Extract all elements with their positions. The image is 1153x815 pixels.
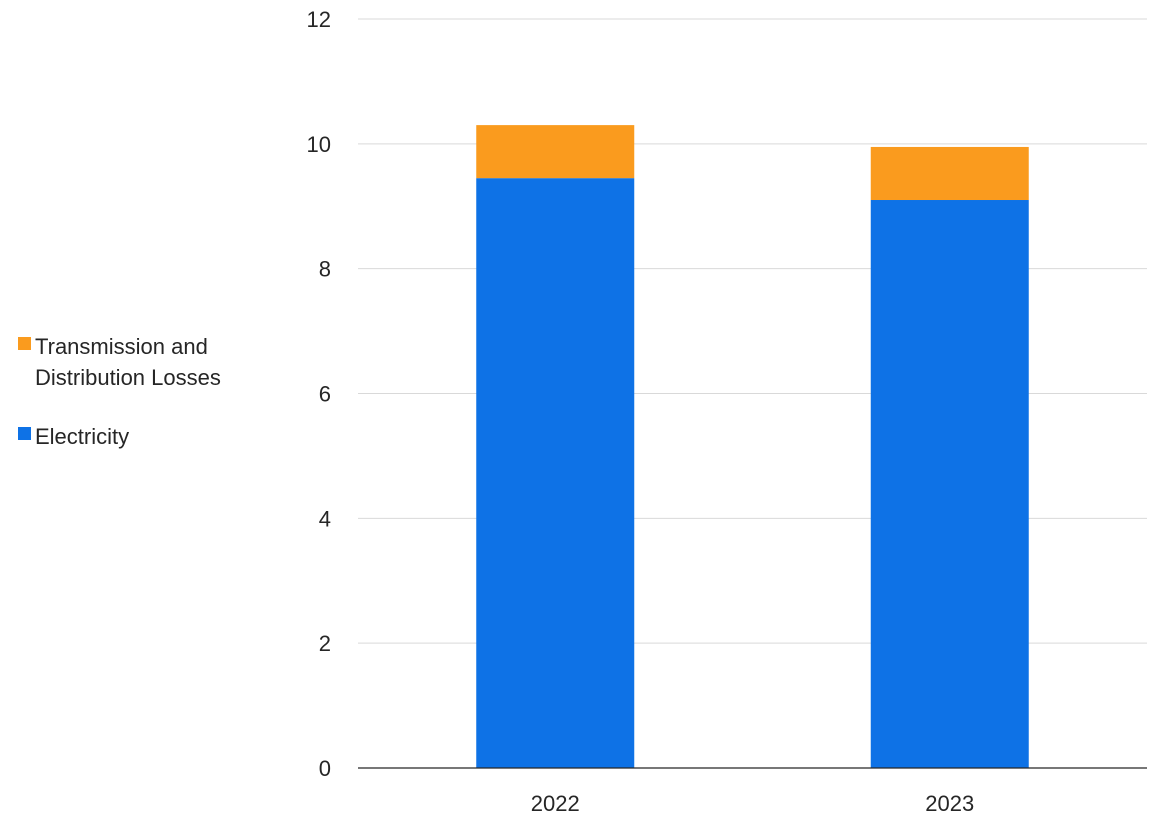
legend-swatch [18,337,31,350]
axes: 0 2 4 6 8 10 12 2022 2023 [307,7,1147,815]
y-tick-label: 2 [319,631,331,656]
legend-label: Distribution Losses [35,365,221,390]
x-category-label: 2023 [925,791,974,815]
bar-segment-transmission-and-distribution-losses-2022 [476,125,635,179]
y-tick-label: 0 [319,756,331,781]
y-tick-label: 4 [319,506,331,531]
legend-label: Transmission and [35,334,208,359]
bars [476,125,1029,769]
bar-segment-transmission-and-distribution-losses-2023 [870,146,1029,201]
legend: Transmission and Distribution Losses Elect… [18,334,221,449]
y-tick-label: 10 [307,132,331,157]
bar-segment-electricity-2022 [476,178,635,769]
x-category-label: 2022 [531,791,580,815]
y-tick-label: 6 [319,382,331,407]
legend-swatch [18,427,31,440]
y-tick-label: 12 [307,7,331,32]
legend-label: Electricity [35,424,129,449]
y-tick-label: 8 [319,257,331,282]
bar-segment-electricity-2023 [870,200,1029,769]
